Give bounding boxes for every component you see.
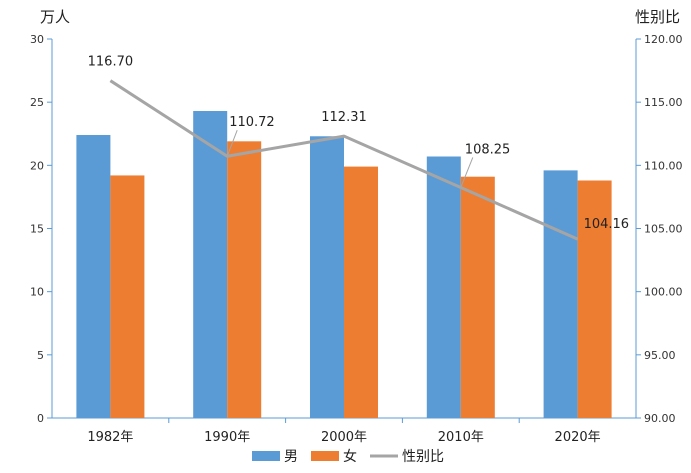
data-label-leader xyxy=(226,130,238,157)
x-tick-label: 1982年 xyxy=(87,430,133,445)
sex-ratio-data-label: 108.25 xyxy=(465,142,511,157)
legend: 男 女 性别比 xyxy=(252,448,444,465)
bar-female xyxy=(344,166,378,418)
legend-label: 男 xyxy=(284,449,298,465)
sex-ratio-data-label: 112.31 xyxy=(321,110,367,125)
left-tick-label: 15 xyxy=(30,223,44,236)
right-tick-label: 90.00 xyxy=(644,412,676,425)
left-tick-label: 20 xyxy=(30,159,44,172)
right-tick-label: 95.00 xyxy=(644,349,676,362)
x-tick-label: 2000年 xyxy=(321,430,367,445)
sex-ratio-data-label: 104.16 xyxy=(584,217,630,232)
bars-group xyxy=(76,111,612,419)
bar-male xyxy=(543,170,578,418)
bar-male xyxy=(193,111,228,418)
bar-female xyxy=(460,176,495,418)
x-tick-label: 2020年 xyxy=(555,430,601,445)
left-tick-label: 10 xyxy=(30,286,44,299)
right-tick-label: 100.00 xyxy=(644,286,683,299)
bar-female xyxy=(577,180,612,418)
bar-male xyxy=(76,135,111,418)
bar-female xyxy=(110,175,145,418)
sex-ratio-line xyxy=(109,79,579,241)
legend-label: 性别比 xyxy=(402,449,444,465)
line-group: 116.70 110.72 112.31 108.25 104.16 xyxy=(88,55,630,241)
right-tick-label: 110.00 xyxy=(644,159,683,172)
legend-swatch xyxy=(311,451,339,461)
axes-group: 0 5 10 15 20 25 30 90.00 95.00 100.00 105.00 110.00… xyxy=(30,33,683,445)
right-tick-label: 120.00 xyxy=(644,33,683,46)
x-tick-label: 1990年 xyxy=(204,430,250,445)
x-tick-label: 2010年 xyxy=(438,430,484,445)
legend-swatch xyxy=(252,451,280,461)
left-axis-title: 万人 xyxy=(40,8,70,26)
legend-label: 女 xyxy=(343,448,357,465)
left-tick-label: 25 xyxy=(30,96,44,109)
left-tick-label: 30 xyxy=(30,33,44,46)
bar-male xyxy=(310,136,344,418)
sex-ratio-data-label: 116.70 xyxy=(88,55,134,70)
right-axis-title: 性别比 xyxy=(635,8,680,26)
sex-ratio-data-label: 110.72 xyxy=(229,115,275,130)
left-tick-label: 0 xyxy=(37,412,44,425)
data-label-leader xyxy=(460,157,474,188)
bar-male xyxy=(426,156,461,419)
bar-female xyxy=(227,141,262,418)
right-tick-label: 105.00 xyxy=(644,223,683,236)
left-tick-label: 5 xyxy=(37,349,44,362)
right-tick-label: 115.00 xyxy=(644,96,683,109)
